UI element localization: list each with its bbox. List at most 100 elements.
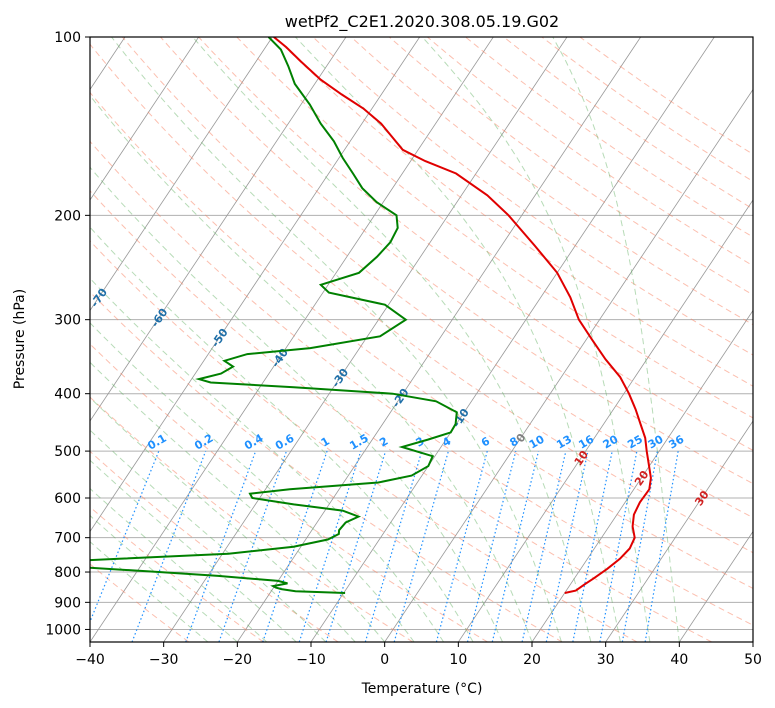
isotherm-label: -80 <box>28 266 50 290</box>
mixing-ratio-line <box>393 450 449 642</box>
dry-adiabat <box>90 240 638 642</box>
dry-adiabat <box>90 91 753 589</box>
y-axis-title: Pressure (hPa) <box>12 289 28 389</box>
isotherm-line <box>90 37 347 422</box>
y-tick-label: 800 <box>54 565 81 581</box>
mixing-ratio-label: 2 <box>377 435 390 450</box>
isotherm-line <box>310 37 715 642</box>
moist-adiabat <box>111 37 562 642</box>
moist-adiabat <box>90 429 327 642</box>
x-tick-label: −40 <box>75 652 105 668</box>
dry-adiabat <box>90 140 753 626</box>
mixing-ratio-label: 0.2 <box>192 432 215 453</box>
x-tick-label: 50 <box>744 652 762 668</box>
mixing-ratio-line <box>218 450 288 642</box>
dry-adiabat <box>90 291 563 642</box>
moist-adiabat <box>90 459 297 642</box>
isotherm-line <box>384 88 753 642</box>
x-tick-label: 20 <box>523 652 541 668</box>
isotherm-line <box>90 37 273 312</box>
isotherm-line <box>458 199 753 642</box>
isotherm-line <box>531 309 753 642</box>
isotherm-label: -50 <box>209 326 231 350</box>
isotherm-line <box>752 641 753 642</box>
background-lines <box>90 37 753 642</box>
isotherm-label: 30 <box>692 488 712 508</box>
moist-adiabat <box>552 37 680 642</box>
y-tick-label: 900 <box>54 595 81 611</box>
y-axis: 100 200 300 400 500 600 700 800 900 1000 <box>45 30 90 638</box>
mixing-ratio-line <box>466 450 517 642</box>
mixing-ratio-label: 20 <box>601 432 621 451</box>
moist-adiabat <box>90 94 533 642</box>
plot-frame <box>89 36 754 643</box>
mixing-ratio-label: 1.5 <box>347 432 370 453</box>
x-tick-label: −10 <box>296 652 326 668</box>
mixing-ratio-line <box>644 451 679 642</box>
moist-adiabat <box>90 397 356 642</box>
isotherm-line <box>237 37 641 642</box>
dry-adiabat <box>350 37 753 326</box>
x-tick-label: −30 <box>149 652 179 668</box>
dry-adiabat <box>90 450 339 642</box>
mixing-ratio-label: 1 <box>319 435 332 450</box>
mixing-ratio-label: 25 <box>625 433 645 452</box>
x-tick-label: 0 <box>380 652 389 668</box>
isotherm-label: 40 <box>753 508 773 528</box>
mixing-ratio-label: 0.6 <box>273 431 297 452</box>
moist-adiabat <box>295 37 621 642</box>
y-tick-label: 700 <box>54 531 81 547</box>
moist-adiabat <box>90 541 209 642</box>
mixing-ratio-line <box>545 450 589 642</box>
mixing-ratio-line <box>599 450 638 642</box>
isotherm-line <box>90 37 494 642</box>
mixing-ratio-line <box>298 450 362 642</box>
moist-adiabat <box>90 361 386 642</box>
mixing-ratio-label: 4 <box>440 434 453 449</box>
isotherm-line <box>605 420 753 642</box>
x-axis: −40 −30 −20 −10 0 10 20 30 40 50 <box>75 642 762 668</box>
dry-adiabat <box>198 37 753 451</box>
mixing-ratio-label: 0.1 <box>145 432 168 453</box>
y-tick-label: 100 <box>54 30 81 46</box>
isotherm-line <box>90 37 199 201</box>
chart-title: wetPf2_C2E1.2020.308.05.19.G02 <box>285 12 559 32</box>
dewpoint-line <box>90 37 458 594</box>
dry-adiabat <box>579 37 753 155</box>
y-tick-label: 1000 <box>45 622 81 638</box>
mixing-ratio-line <box>185 450 257 642</box>
dry-adiabat <box>90 396 414 642</box>
dry-adiabat <box>90 43 753 554</box>
dry-adiabat <box>160 37 753 485</box>
isotherm-line <box>679 530 753 642</box>
dry-adiabat <box>388 37 753 296</box>
mixing-ratio-line <box>90 450 160 624</box>
mixing-ratio-line <box>572 450 613 642</box>
mixing-ratio-line <box>364 450 423 642</box>
x-tick-label: 30 <box>597 652 615 668</box>
dry-adiabat <box>465 37 753 238</box>
dry-adiabat <box>90 563 190 642</box>
y-tick-label: 500 <box>54 444 81 460</box>
moist-adiabat <box>421 37 651 642</box>
x-axis-title: Temperature (°C) <box>361 681 483 697</box>
isotherm-label: -30 <box>329 366 351 390</box>
mixing-ratio-label: 0.4 <box>242 431 266 452</box>
dry-adiabat <box>427 37 753 267</box>
mixing-ratio-line <box>521 450 567 642</box>
temperature-line <box>273 37 652 594</box>
dry-adiabat <box>312 37 753 356</box>
x-tick-label: 10 <box>449 652 467 668</box>
moist-adiabat <box>90 226 474 642</box>
y-tick-label: 600 <box>54 491 81 507</box>
moist-adiabat <box>90 514 238 642</box>
isotherm-label: 20 <box>632 468 652 488</box>
isotherm-line <box>90 37 420 533</box>
y-tick-label: 400 <box>54 387 81 403</box>
y-tick-label: 300 <box>54 313 81 329</box>
mixing-ratio-line <box>325 450 387 642</box>
y-tick-label: 200 <box>54 208 81 224</box>
profile-series <box>90 37 652 594</box>
mixing-ratio-line <box>491 450 540 642</box>
